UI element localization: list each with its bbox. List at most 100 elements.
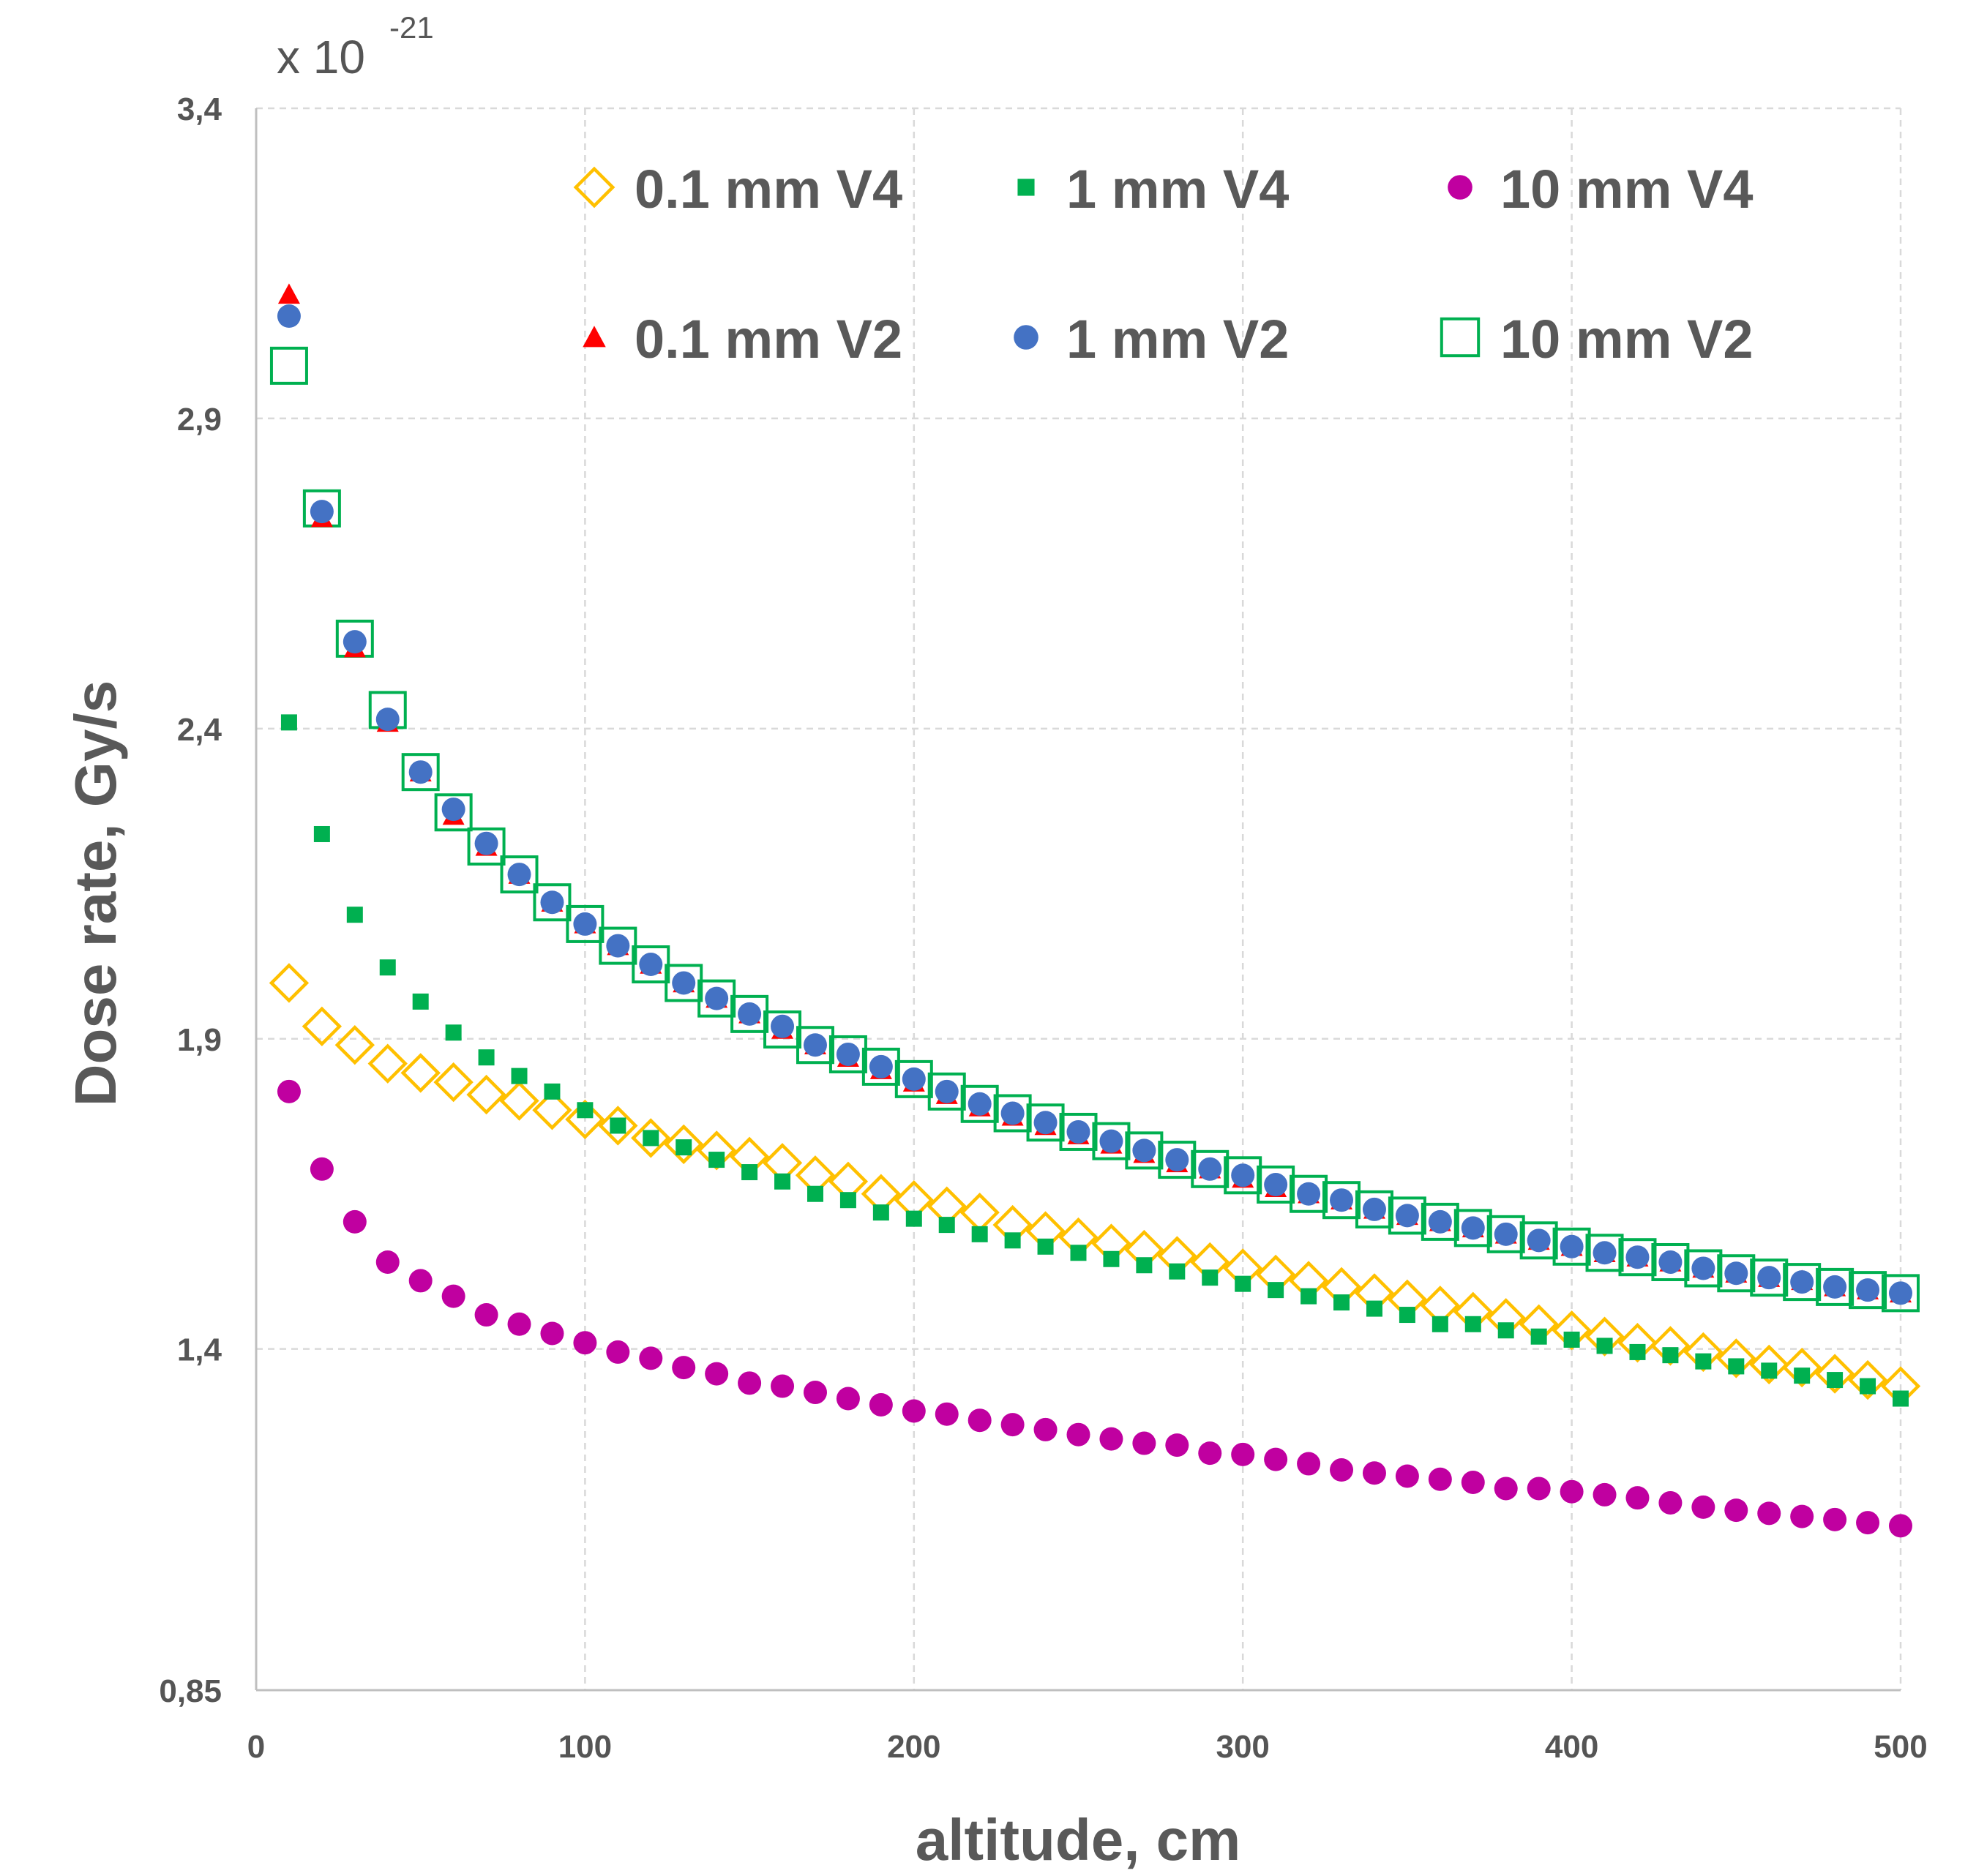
data-point	[467, 827, 506, 866]
data-point	[277, 283, 300, 304]
data-point	[796, 1026, 834, 1065]
y-tick-label: 2,4	[177, 712, 222, 748]
data-point	[1750, 1258, 1789, 1297]
data-point	[310, 1157, 334, 1181]
data-point	[1264, 1173, 1288, 1197]
data-point	[639, 1346, 663, 1370]
data-point	[872, 1204, 889, 1221]
data-point	[1563, 1331, 1580, 1348]
data-point	[474, 1303, 498, 1327]
data-point	[1629, 1343, 1646, 1360]
data-point	[532, 1090, 572, 1130]
data-point	[1169, 1263, 1186, 1280]
legend-marker	[1440, 317, 1481, 358]
data-point	[1070, 1245, 1087, 1261]
y-tick-label: 2,9	[177, 402, 222, 438]
data-point	[1395, 1464, 1419, 1488]
x-tick-label: 400	[1545, 1729, 1598, 1765]
data-point	[269, 346, 308, 385]
data-point	[1494, 1222, 1518, 1246]
data-point	[1847, 1359, 1888, 1400]
data-point	[346, 907, 363, 923]
data-point	[738, 1371, 762, 1395]
data-point	[1264, 1447, 1288, 1471]
data-point	[1790, 1504, 1814, 1528]
legend: 0.1 mm V4 1 mm V4 10 mm V4 0.1 mm V2 1 mm V2…	[573, 159, 1754, 369]
data-point	[828, 1035, 867, 1073]
data-point	[836, 1042, 860, 1066]
data-point	[478, 1049, 495, 1066]
x-tick-label: 200	[887, 1729, 940, 1765]
data-point	[639, 953, 663, 977]
data-point	[1395, 1204, 1419, 1228]
data-point	[1355, 1190, 1393, 1228]
data-point	[401, 753, 440, 792]
data-point	[1781, 1347, 1822, 1388]
legend-marker	[1017, 179, 1035, 196]
data-point	[1691, 1256, 1715, 1280]
data-point	[1783, 1263, 1822, 1302]
data-point	[1724, 1498, 1748, 1523]
data-point	[1717, 1254, 1756, 1293]
legend-label: 1 mm V4	[1066, 159, 1289, 220]
data-point	[408, 1269, 433, 1293]
series-10-mm-v4	[277, 1079, 1912, 1538]
data-point	[1823, 1275, 1847, 1299]
data-point	[1428, 1209, 1452, 1234]
y-tick-label: 1,4	[177, 1332, 222, 1368]
data-point	[1224, 1156, 1262, 1195]
data-point	[1330, 1458, 1354, 1482]
legend-entry: 1 mm V2	[1014, 309, 1289, 369]
data-point	[771, 1014, 795, 1038]
y-axis-title: Dose rate, Gy/s	[63, 680, 128, 1107]
data-point	[367, 1043, 408, 1084]
data-point	[277, 1079, 301, 1103]
y-tick-label: 3,4	[177, 91, 222, 127]
data-point	[1849, 1271, 1887, 1310]
data-point	[675, 1139, 692, 1156]
data-point	[1330, 1188, 1354, 1212]
data-point	[1103, 1250, 1120, 1267]
data-point	[408, 760, 433, 784]
data-point	[708, 1152, 725, 1168]
data-point	[1432, 1316, 1448, 1332]
data-point	[1658, 1250, 1683, 1274]
data-point	[631, 1118, 671, 1158]
data-point	[894, 1059, 933, 1098]
data-point	[343, 1209, 367, 1234]
data-point	[1297, 1182, 1321, 1206]
data-point	[1026, 1103, 1065, 1142]
data-point	[1662, 1347, 1679, 1364]
data-point	[474, 831, 498, 855]
data-point	[573, 912, 597, 936]
x-axis-ticks: 0 100 200 300 400 500	[247, 1729, 1928, 1765]
data-point	[606, 1340, 630, 1364]
data-point	[334, 1025, 375, 1065]
data-point	[1560, 1234, 1584, 1258]
data-point	[1297, 1452, 1321, 1476]
data-point	[375, 1250, 400, 1274]
data-point	[1716, 1338, 1756, 1378]
data-point	[738, 1002, 762, 1026]
data-point	[441, 1284, 465, 1308]
data-point	[869, 1054, 893, 1078]
data-point	[598, 1106, 638, 1146]
data-point	[412, 993, 429, 1010]
data-point	[1257, 1166, 1295, 1204]
data-point	[1618, 1238, 1657, 1277]
data-point	[1059, 1112, 1098, 1151]
legend-label: 1 mm V2	[1066, 309, 1289, 369]
data-point	[1268, 1282, 1284, 1299]
data-point	[400, 1053, 441, 1093]
data-point	[269, 963, 310, 1003]
legend-label: 10 mm V4	[1500, 159, 1754, 220]
data-point	[1650, 1326, 1691, 1366]
data-point	[1658, 1490, 1683, 1515]
data-point	[1362, 1197, 1386, 1221]
data-point	[672, 971, 696, 995]
data-point	[643, 1130, 659, 1147]
data-point	[1037, 1238, 1054, 1255]
data-point	[1158, 1141, 1197, 1179]
data-point	[1695, 1353, 1712, 1370]
